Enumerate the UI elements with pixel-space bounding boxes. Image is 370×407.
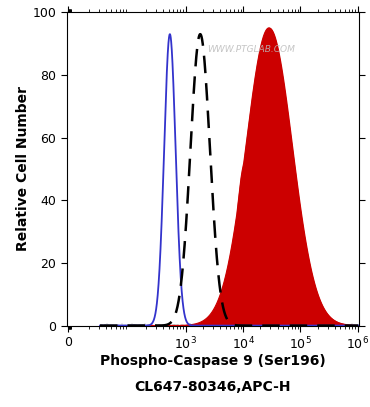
Y-axis label: Relative Cell Number: Relative Cell Number [16, 86, 30, 252]
Text: WWW.PTGLAB.COM: WWW.PTGLAB.COM [207, 45, 295, 54]
Text: CL647-80346,APC-H: CL647-80346,APC-H [135, 381, 291, 394]
X-axis label: Phospho-Caspase 9 (Ser196): Phospho-Caspase 9 (Ser196) [100, 354, 326, 368]
